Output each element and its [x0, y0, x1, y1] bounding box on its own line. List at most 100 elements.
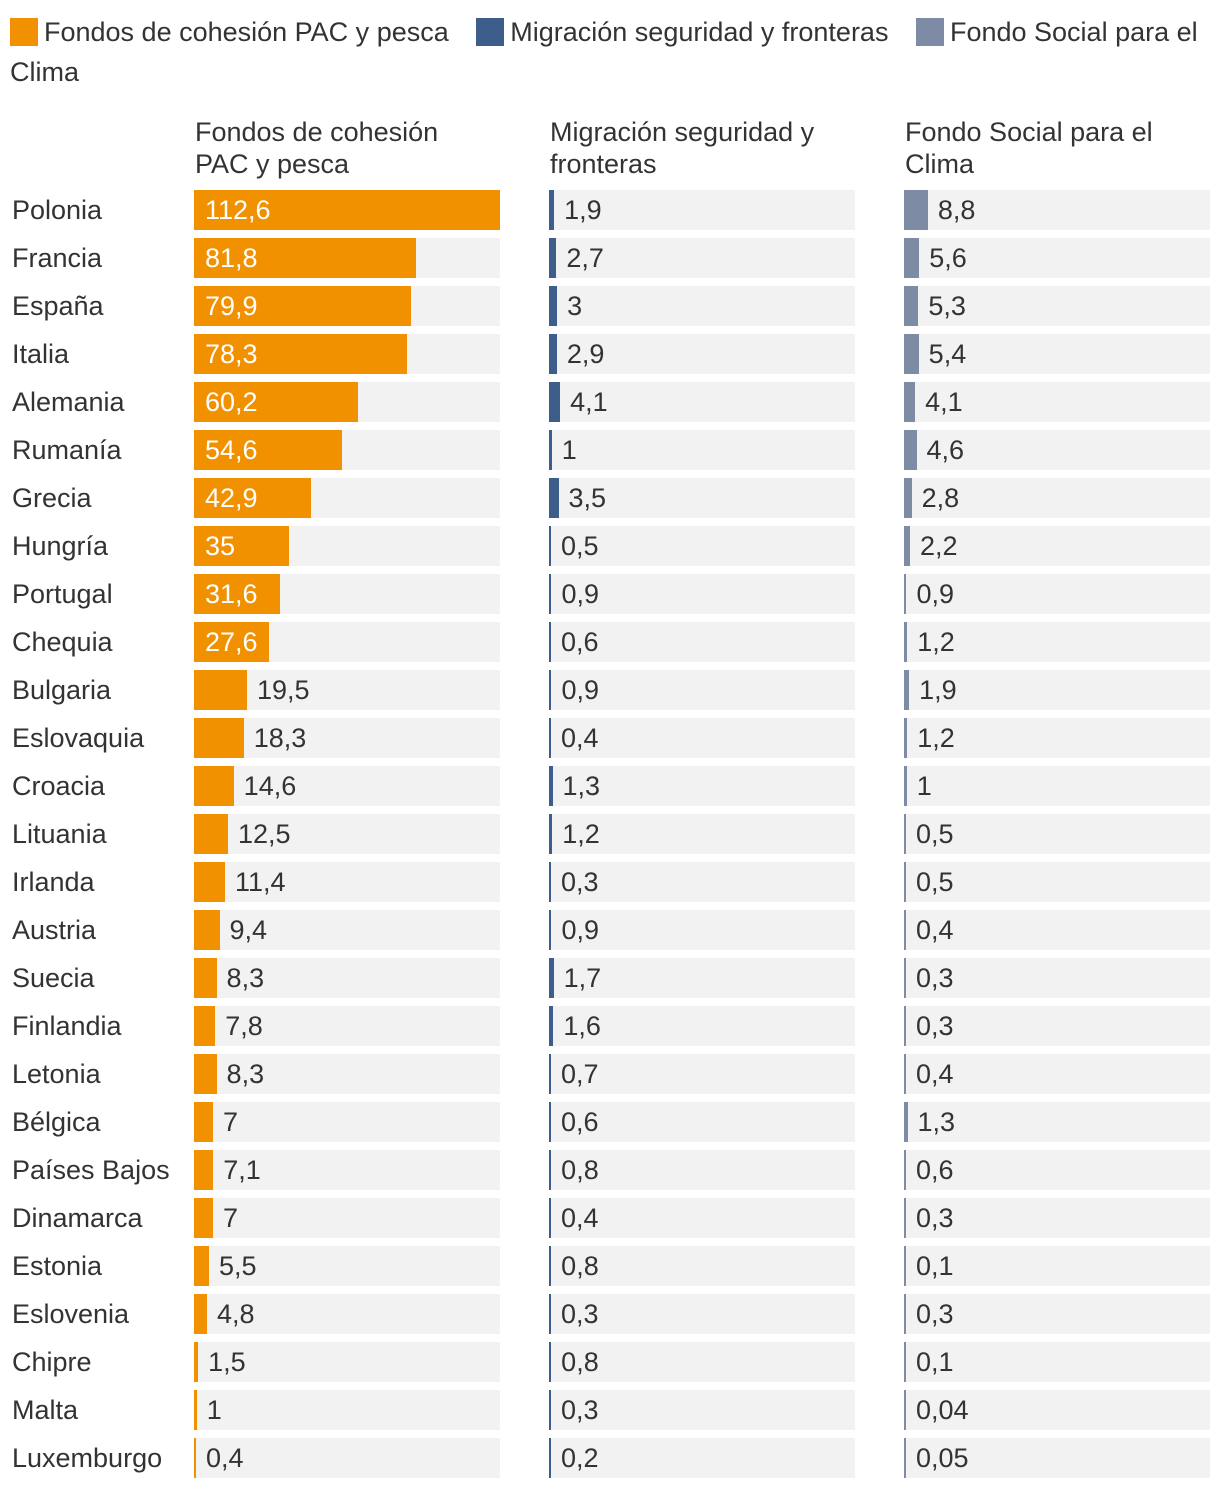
country-label: Malta — [12, 1395, 79, 1425]
bar — [904, 622, 908, 662]
bar — [904, 814, 906, 854]
bar — [194, 1246, 209, 1286]
data-label: 2,9 — [566, 339, 605, 369]
data-label: 0,5 — [916, 867, 954, 897]
data-label: 0,9 — [561, 675, 599, 705]
bar-track: 7 — [194, 1102, 500, 1142]
bar — [549, 1342, 552, 1382]
bar-track: 4,8 — [194, 1294, 500, 1334]
bar-track: 0,6 — [549, 1102, 855, 1142]
data-label: 60,2 — [205, 387, 258, 417]
bar — [904, 862, 906, 902]
bar-track: 12,5 — [194, 814, 500, 854]
bar — [549, 958, 554, 998]
bar-track: 1,5 — [194, 1342, 500, 1382]
bar — [549, 1294, 551, 1334]
bar-track: 0,9 — [549, 670, 855, 710]
data-label: 2,2 — [919, 531, 958, 561]
data-label: 8,3 — [226, 963, 265, 993]
bar — [904, 958, 906, 998]
data-label: 79,9 — [205, 291, 258, 321]
bar-track: 2,9 — [549, 334, 855, 374]
bar-track: 0,4 — [549, 1198, 855, 1238]
bar — [194, 910, 220, 950]
bar — [194, 622, 269, 662]
data-label: 0,7 — [561, 1059, 599, 1089]
country-label: Países Bajos — [12, 1155, 170, 1185]
data-label: 7,8 — [225, 1011, 263, 1041]
bar — [904, 1294, 906, 1334]
data-label: 42,9 — [205, 483, 258, 513]
bar — [194, 526, 290, 566]
country-label: Estonia — [12, 1251, 103, 1281]
data-label: 0,05 — [916, 1443, 969, 1473]
bar-track: 1,2 — [904, 622, 1210, 662]
data-label: 14,6 — [243, 771, 297, 801]
bar-track: 1 — [194, 1390, 500, 1430]
country-label: Polonia — [12, 195, 103, 225]
bar — [194, 766, 234, 806]
legend-label: Fondos de cohesión PAC y pesca — [44, 17, 449, 47]
data-label: 18,3 — [253, 723, 307, 753]
data-label: 1,3 — [562, 771, 601, 801]
country-label: Croacia — [12, 771, 106, 801]
data-label: 0,3 — [916, 1011, 954, 1041]
bar — [194, 1198, 214, 1238]
bar — [904, 478, 912, 518]
bar — [904, 1438, 906, 1478]
data-label: 1,9 — [564, 195, 602, 225]
bar-track: 8,3 — [194, 1054, 500, 1094]
country-label: Bélgica — [12, 1107, 101, 1137]
bar — [549, 1246, 552, 1286]
bar-track: 3,5 — [549, 478, 855, 518]
bar-track: 0,3 — [549, 1390, 855, 1430]
bar — [904, 910, 906, 950]
bar-track: 112,6 — [194, 190, 500, 230]
bar — [549, 1054, 551, 1094]
bar — [194, 334, 407, 374]
country-label: Dinamarca — [12, 1203, 143, 1233]
country-label: Chipre — [12, 1347, 92, 1377]
bar-track: 35 — [194, 526, 500, 566]
column-header: Fondos de cohesión PAC y pesca — [195, 117, 439, 179]
country-label: Suecia — [12, 963, 95, 993]
bar-track: 14,6 — [194, 766, 500, 806]
data-label: 0,3 — [561, 1395, 599, 1425]
data-label: 9,4 — [229, 915, 268, 945]
bar-track: 0,9 — [549, 574, 855, 614]
bar-track: 31,6 — [194, 574, 500, 614]
bar — [194, 814, 228, 854]
bar-track: 19,5 — [194, 670, 500, 710]
bar — [194, 958, 217, 998]
bar — [194, 1342, 199, 1382]
bar-track: 42,9 — [194, 478, 500, 518]
bar-track: 0,3 — [904, 958, 1210, 998]
country-label: Portugal — [12, 579, 113, 609]
country-label: Austria — [12, 915, 97, 945]
data-label: 0,2 — [561, 1443, 599, 1473]
bar — [194, 862, 225, 902]
bar-track: 0,3 — [549, 1294, 855, 1334]
data-label: 0,5 — [916, 819, 954, 849]
bar-track: 27,6 — [194, 622, 500, 662]
legend-label: Migración seguridad y fronteras — [510, 17, 889, 47]
legend-label: Fondo Social para el Clima — [10, 17, 1198, 87]
bar — [194, 1294, 208, 1334]
bar-track: 1,9 — [904, 670, 1210, 710]
data-label: 0,5 — [561, 531, 599, 561]
data-label: 0,4 — [561, 1203, 599, 1233]
bar — [904, 1390, 906, 1430]
data-label: 11,4 — [234, 867, 286, 897]
bar-track: 0,4 — [904, 1054, 1210, 1094]
bar-track: 0,7 — [549, 1054, 855, 1094]
data-label: 7 — [223, 1203, 239, 1233]
bar-track: 54,6 — [194, 430, 500, 470]
data-label: 0,9 — [561, 915, 599, 945]
bar — [549, 574, 552, 614]
bar — [549, 910, 552, 950]
bar-track: 4,1 — [549, 382, 855, 422]
data-label: 0,4 — [916, 1059, 954, 1089]
bar-track: 5,5 — [194, 1246, 500, 1286]
data-label: 4,8 — [217, 1299, 255, 1329]
data-label: 0,3 — [916, 1299, 954, 1329]
